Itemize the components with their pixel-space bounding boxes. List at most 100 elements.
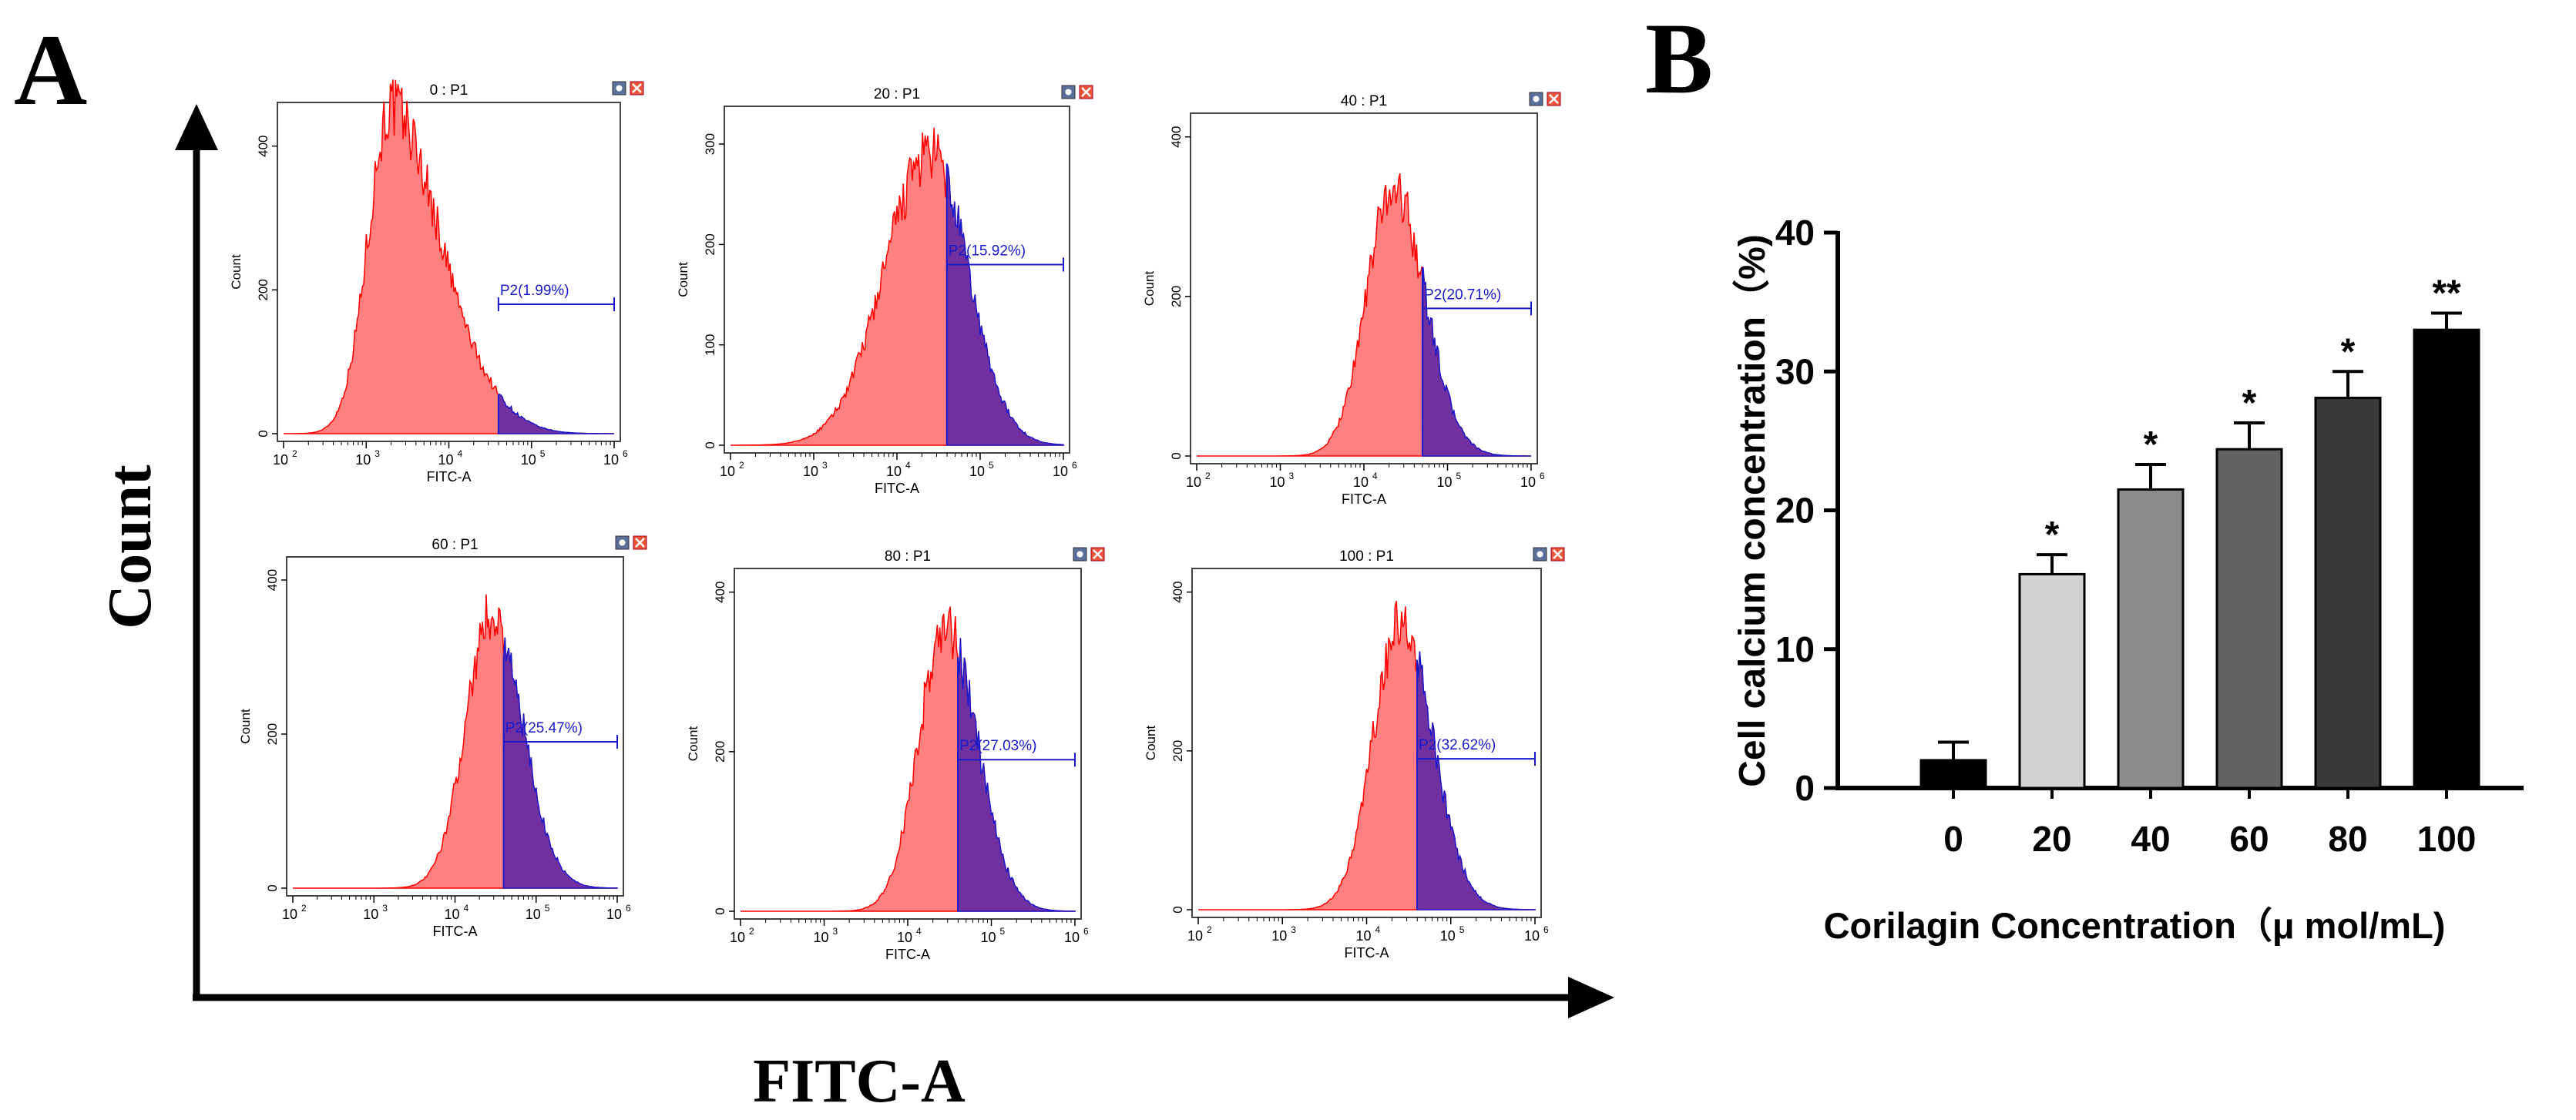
y-tick-label: 200 <box>713 741 727 763</box>
x-tick-exponent: 6 <box>1072 460 1077 471</box>
x-tick-exponent: 6 <box>626 903 631 914</box>
significance-marker: * <box>2144 424 2158 465</box>
histogram-title: 100 : P1 <box>1339 548 1394 565</box>
y-tick-label: 0 <box>256 430 270 437</box>
bar <box>2117 488 2185 790</box>
x-tick-exponent: 3 <box>1291 924 1296 935</box>
close-icon-x <box>1093 549 1103 559</box>
close-icon-x <box>632 83 642 93</box>
y-axis-label: Count <box>686 726 700 762</box>
y-tick-label: 200 <box>256 279 270 300</box>
bar-x-tick-label: 80 <box>2328 819 2367 859</box>
y-tick-label: 200 <box>265 723 280 745</box>
y-tick-label: 100 <box>703 334 717 356</box>
gated-area <box>957 638 1076 912</box>
x-tick-exponent: 2 <box>301 903 307 914</box>
x-tick-label: 10 <box>603 452 619 468</box>
y-axis-label: Count <box>1144 726 1158 761</box>
bar-x-tick-label: 60 <box>2229 819 2269 859</box>
histogram-area <box>730 127 1064 446</box>
x-tick-exponent: 4 <box>1375 924 1381 935</box>
panel-a-letter: A <box>14 13 87 126</box>
gated-area <box>1416 651 1536 910</box>
gate-label: P2(25.47%) <box>505 720 583 736</box>
y-tick-label: 300 <box>703 133 717 155</box>
bar-x-tick-label: 20 <box>2032 819 2071 859</box>
x-tick-label: 10 <box>526 907 541 922</box>
histogram-panel-60: 60 : P1 P2(25.47%) 0 200 400 Count 10 2 10 3 10 4 10… <box>238 535 647 939</box>
x-tick-exponent: 5 <box>1000 926 1006 937</box>
x-tick-label: 10 <box>1353 474 1369 490</box>
gate-label: P2(15.92%) <box>949 243 1026 259</box>
x-tick-label: 10 <box>730 930 745 945</box>
panel-a-y-axis-label: Count <box>96 464 164 629</box>
x-tick-label: 10 <box>363 907 378 922</box>
x-tick-exponent: 5 <box>545 903 550 914</box>
y-tick-label: 0 <box>703 441 717 448</box>
x-tick-label: 10 <box>444 907 459 922</box>
x-tick-label: 10 <box>1186 474 1201 490</box>
bar-y-tick-label: 20 <box>1775 491 1815 531</box>
x-tick-label: 10 <box>1440 928 1456 944</box>
bar-x-tick-label: 0 <box>1943 819 1963 859</box>
settings-icon-dot <box>1537 551 1543 558</box>
settings-icon-dot <box>619 539 626 546</box>
significance-marker: * <box>2242 383 2257 424</box>
x-tick-exponent: 3 <box>382 903 388 914</box>
histogram-area <box>284 79 614 434</box>
close-icon-x <box>1549 94 1559 104</box>
x-tick-exponent: 5 <box>1459 924 1465 935</box>
x-tick-exponent: 2 <box>292 448 297 459</box>
settings-icon-dot <box>1065 89 1072 96</box>
settings-icon-dot <box>1533 96 1540 102</box>
y-tick-label: 200 <box>1169 286 1184 307</box>
bar-x-axis-label: Corilagin Concentration（μ mol/mL) <box>1824 905 2446 946</box>
histogram-title: 60 : P1 <box>432 537 478 553</box>
y-tick-label: 200 <box>1170 740 1185 762</box>
x-tick-label: 10 <box>1064 930 1080 945</box>
significance-marker: * <box>2045 515 2060 555</box>
x-tick-label: 10 <box>813 930 828 945</box>
x-tick-label: 10 <box>1520 474 1536 490</box>
x-tick-label: 10 <box>1524 928 1540 944</box>
x-tick-exponent: 3 <box>833 926 838 937</box>
bar <box>1919 759 1987 790</box>
panel-a-x-axis-label: FITC-A <box>753 1048 966 1115</box>
x-axis-label: FITC-A <box>433 924 478 939</box>
y-axis-label: Count <box>238 709 253 744</box>
x-tick-label: 10 <box>1187 928 1203 944</box>
x-tick-exponent: 3 <box>374 448 380 459</box>
x-tick-label: 10 <box>897 930 912 945</box>
gated-area <box>1422 267 1531 457</box>
histogram-title: 20 : P1 <box>874 86 920 102</box>
y-axis-label: Count <box>676 262 690 297</box>
x-tick-exponent: 4 <box>1372 471 1378 481</box>
y-tick-label: 400 <box>713 582 727 603</box>
gate-label: P2(20.71%) <box>1424 287 1501 303</box>
y-tick-label: 400 <box>1169 126 1184 148</box>
x-tick-label: 10 <box>355 452 371 468</box>
x-tick-label: 10 <box>969 464 985 479</box>
x-axis-label: FITC-A <box>427 469 472 485</box>
panel-b-letter: B <box>1645 2 1713 115</box>
gate-label: P2(1.99%) <box>500 283 569 299</box>
x-tick-label: 10 <box>1053 464 1068 479</box>
x-tick-label: 10 <box>282 907 297 922</box>
x-tick-label: 10 <box>886 464 902 479</box>
bar <box>2215 448 2283 790</box>
x-tick-exponent: 4 <box>464 903 469 914</box>
bar-y-tick-label: 40 <box>1775 213 1815 253</box>
y-axis-label: Count <box>229 254 243 290</box>
panel-a-x-arrowhead <box>1568 977 1614 1018</box>
y-tick-label: 0 <box>1170 906 1185 913</box>
close-icon-x <box>1081 87 1091 97</box>
y-tick-label: 400 <box>265 569 280 591</box>
bar-x-tick-label: 40 <box>2131 819 2170 859</box>
y-tick-label: 400 <box>1170 581 1185 602</box>
x-tick-exponent: 6 <box>1540 471 1545 481</box>
histogram-title: 0 : P1 <box>430 82 469 99</box>
y-tick-label: 200 <box>703 233 717 255</box>
histogram-title: 40 : P1 <box>1341 93 1387 109</box>
